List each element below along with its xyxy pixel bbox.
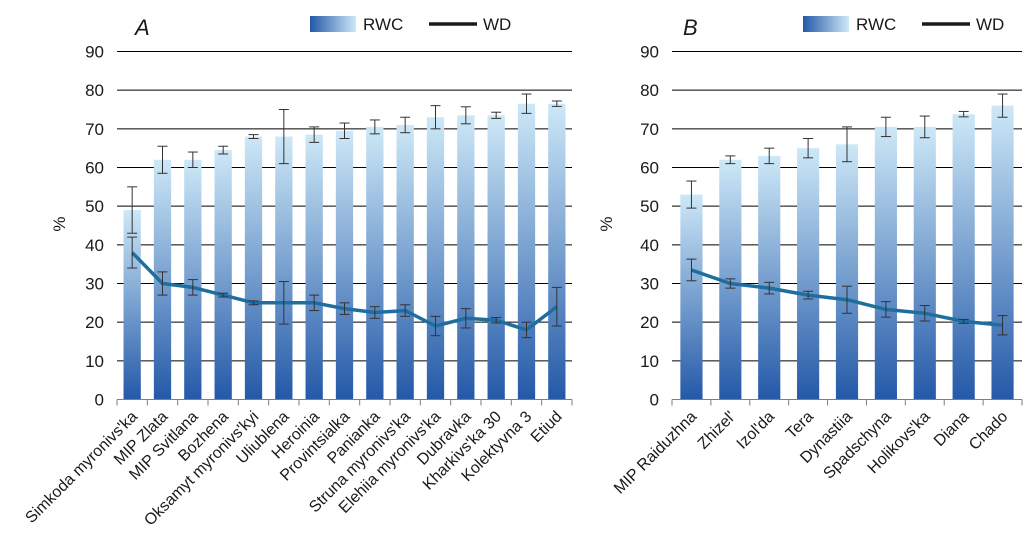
legend-label-wd: WD <box>483 15 511 34</box>
bar <box>991 105 1014 400</box>
bar <box>797 148 820 400</box>
x-tick-label: Etiud <box>528 408 566 446</box>
legend: RWC WD <box>310 15 511 34</box>
y-tick-label: 20 <box>85 313 104 332</box>
y-axis-label: % <box>597 216 616 231</box>
bar <box>487 115 505 400</box>
y-tick-label: 10 <box>640 352 659 371</box>
panel-label: B <box>683 15 698 40</box>
bar <box>366 126 384 400</box>
legend-swatch-rwc <box>310 16 356 32</box>
y-tick-label: 70 <box>85 120 104 139</box>
y-tick-label: 50 <box>640 197 659 216</box>
legend-label-rwc: RWC <box>363 15 403 34</box>
bar <box>214 150 232 400</box>
legend-label-wd: WD <box>976 15 1004 34</box>
bar <box>335 130 354 400</box>
y-tick-label: 40 <box>85 236 104 255</box>
y-tick-label: 80 <box>85 81 104 100</box>
bar <box>305 134 323 400</box>
x-tick-label: Tera <box>783 408 817 442</box>
y-tick-label: 0 <box>650 391 659 410</box>
legend-label-rwc: RWC <box>856 15 896 34</box>
bar <box>680 194 703 400</box>
bar <box>457 115 475 400</box>
x-tick-label: Zhizel' <box>695 408 739 452</box>
bar <box>548 103 566 400</box>
bar <box>517 103 536 400</box>
x-tick-label: MIP Raiduzhna <box>611 408 700 497</box>
y-tick-label: 30 <box>85 275 104 294</box>
y-tick-label: 30 <box>640 275 659 294</box>
y-axis-label: % <box>50 216 69 231</box>
bar <box>952 114 975 400</box>
x-tick-label: Chado <box>966 408 1011 453</box>
bar <box>244 136 263 400</box>
bar <box>426 117 445 400</box>
y-tick-label: 60 <box>640 159 659 178</box>
y-tick-label: 10 <box>85 352 104 371</box>
y-tick-label: 40 <box>640 236 659 255</box>
chart-panel-B: 0 10 20 30 40 50 60 70 80 90% B MIP RaiduzhnaZhizel… <box>597 15 1023 497</box>
y-tick-label: 90 <box>85 43 104 62</box>
y-tick-label: 0 <box>95 391 104 410</box>
y-tick-label: 50 <box>85 197 104 216</box>
bar <box>758 155 781 400</box>
x-tick-label: Izol'da <box>734 408 778 452</box>
y-tick-label: 20 <box>640 313 659 332</box>
bar <box>913 126 936 400</box>
y-tick-label: 90 <box>640 43 659 62</box>
x-tick-label: Diana <box>931 408 973 450</box>
legend-swatch-rwc <box>803 16 849 32</box>
y-tick-label: 80 <box>640 81 659 100</box>
bar <box>396 124 414 400</box>
y-tick-label: 60 <box>85 159 104 178</box>
y-tick-label: 70 <box>640 120 659 139</box>
bar <box>275 136 293 400</box>
bar <box>835 144 859 400</box>
panel-label: A <box>133 15 150 40</box>
legend: RWC WD <box>803 15 1004 34</box>
bar <box>874 126 897 400</box>
